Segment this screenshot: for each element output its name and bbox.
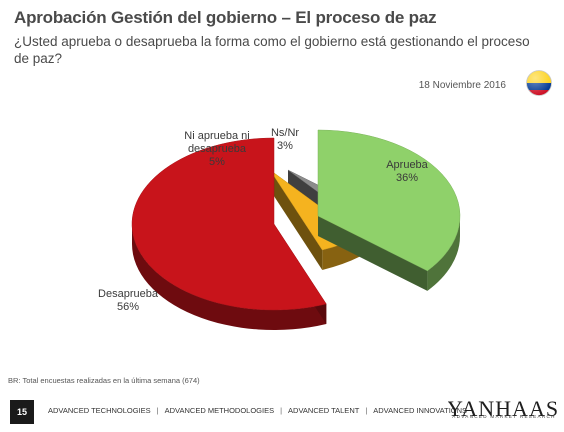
pie-slice-top-0 [317,129,461,272]
page-number: 15 [10,400,34,424]
logo-subtext: ADVANCED MARKET RESEARCH [452,414,556,419]
pie-chart: Aprueba 36% Ns/Nr 3% Ni aprueba ni desaprueba… [98,127,461,330]
footer-link-technologies[interactable]: ADVANCED TECHNOLOGIES [48,406,151,415]
footer-link-innovations[interactable]: ADVANCED INNOVATIONS [373,406,468,415]
footer-links: ADVANCED TECHNOLOGIES | ADVANCED METHODOLO… [48,406,468,415]
colombia-flag-icon [526,70,552,96]
footer-link-methodologies[interactable]: ADVANCED METHODOLOGIES [164,406,275,415]
pie-slice-top-3 [131,137,327,311]
slice-label-0: Aprueba 36% [386,159,428,184]
company-logo: YANHAAS [448,396,558,421]
footer-link-talent[interactable]: ADVANCED TALENT [288,406,360,415]
survey-date: 18 Noviembre 2016 [418,80,506,91]
pie-slice-0 [317,129,461,291]
slice-label-2: Ni aprueba ni desaprueba 5% [184,130,249,168]
page-title: Aprobación Gestión del gobierno – El pro… [14,8,437,27]
logo-text: YANHAAS [448,396,558,421]
pie-slice-3 [131,137,327,330]
pie-slice-side-3 [132,224,327,330]
footer: 15 ADVANCED TECHNOLOGIES | ADVANCED METHOD… [0,392,564,432]
page-subtitle: ¿Usted aprueba o desaprueba la forma com… [14,34,530,66]
slice-label-1: Ns/Nr 3% [271,127,299,152]
slice-label-3: Desaprueba 56% [98,288,159,313]
pie-slice-side-0 [427,216,460,291]
footnote: BR: Total encuestas realizadas en la últ… [8,376,200,385]
